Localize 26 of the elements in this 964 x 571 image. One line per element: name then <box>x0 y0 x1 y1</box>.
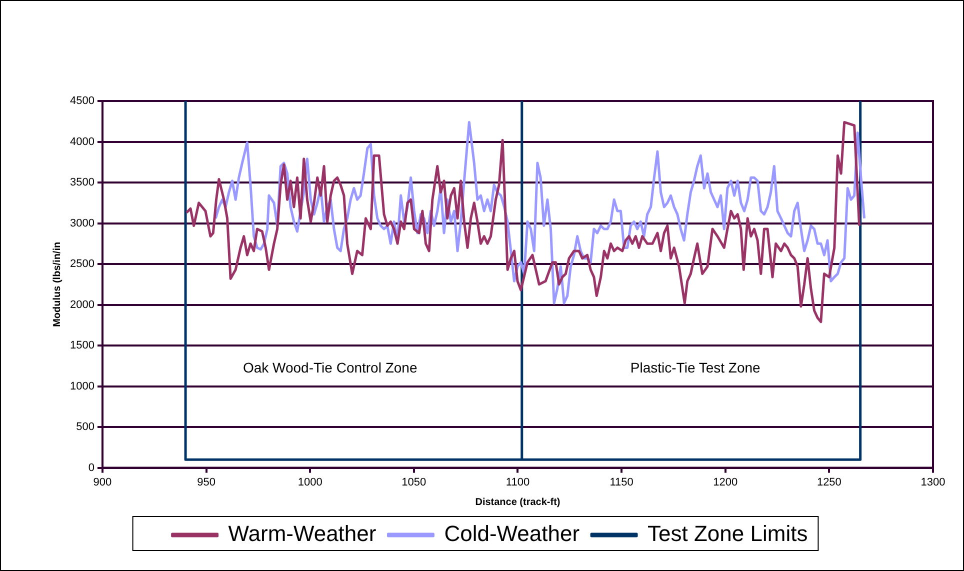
y-tick-label: 1500 <box>70 340 94 352</box>
y-tick-label: 3000 <box>70 217 94 230</box>
y-tick-label: 4000 <box>70 136 94 148</box>
y-tick-label: 0 <box>88 462 94 474</box>
y-tick-label: 1000 <box>70 380 94 392</box>
y-tick-label: 2500 <box>70 258 94 270</box>
y-tick-label: 4500 <box>70 95 94 108</box>
annotation: Plastic-Tie Test Zone <box>630 360 761 376</box>
x-tick-label: 1200 <box>713 476 738 488</box>
legend-label: Cold-Weather <box>444 521 580 546</box>
x-axis-title: Distance (track-ft) <box>475 496 560 508</box>
x-tick-label: 1000 <box>298 476 322 488</box>
y-tick-label: 3500 <box>70 176 94 189</box>
x-tick-label: 1300 <box>920 476 946 488</box>
legend-label: Test Zone Limits <box>648 521 808 546</box>
y-tick-label: 500 <box>76 421 94 434</box>
x-tick-label: 900 <box>93 476 112 488</box>
x-tick-label: 1250 <box>816 476 842 488</box>
y-axis-title: Modulus (lbs/in/in <box>52 242 63 327</box>
x-tick-label: 1150 <box>610 476 634 488</box>
y-tick-label: 2000 <box>70 298 94 311</box>
x-tick-label: 950 <box>197 476 216 488</box>
annotation: Oak Wood-Tie Control Zone <box>242 360 418 376</box>
x-tick-label: 1100 <box>506 476 530 488</box>
legend-label: Warm-Weather <box>228 521 376 546</box>
x-tick-label: 1050 <box>402 476 426 488</box>
